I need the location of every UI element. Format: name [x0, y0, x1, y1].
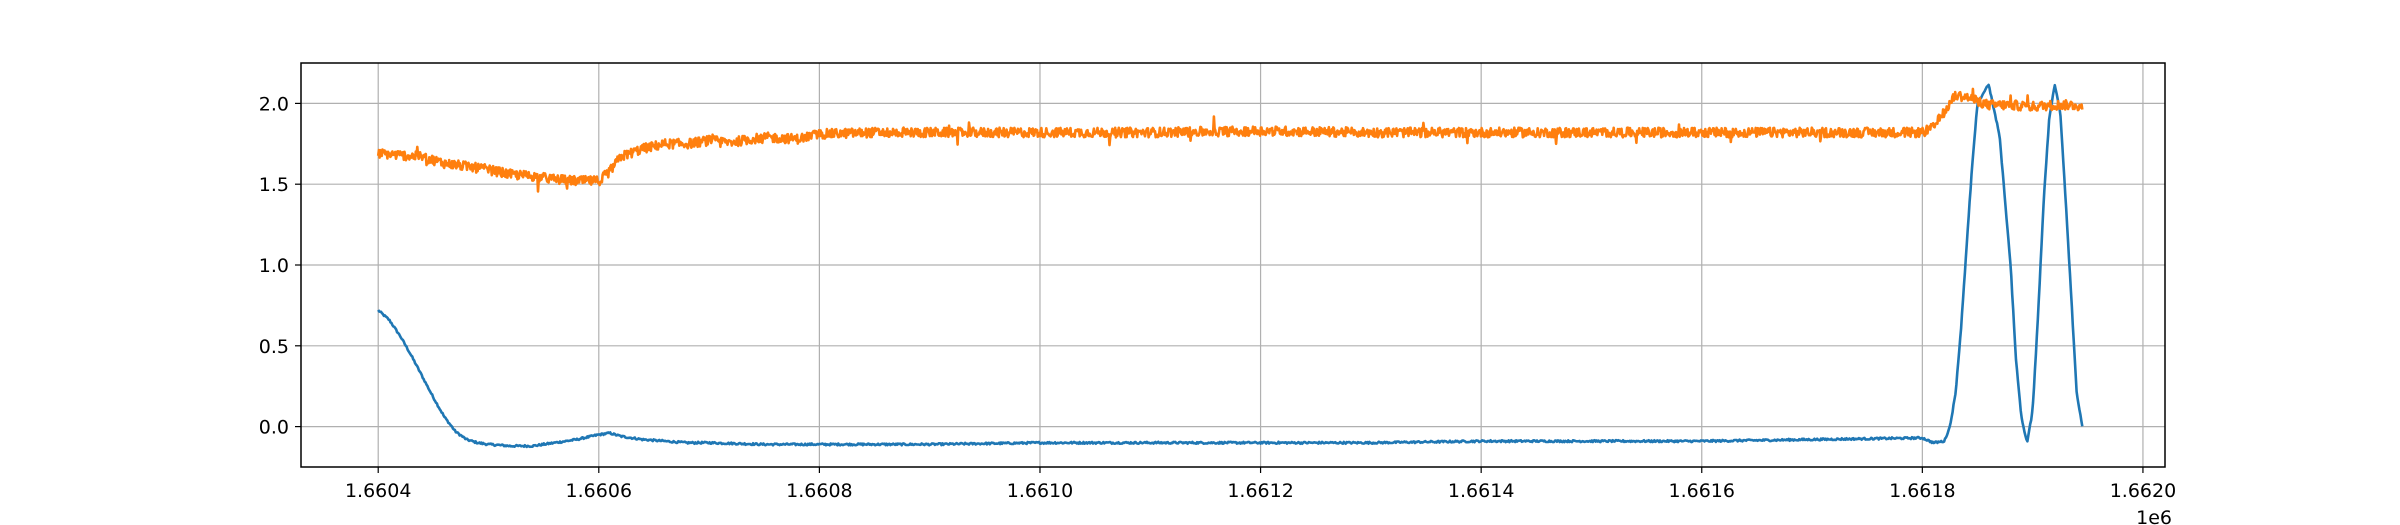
- y-tick-label: 0.0: [259, 417, 289, 439]
- x-tick-label: 1.6620: [2110, 480, 2176, 502]
- y-tick-label: 2.0: [259, 93, 289, 115]
- ticks: 1.6604 1.6606 1.6608 1.6610 1.6612 1.6614 1.66…: [259, 93, 2176, 502]
- x-tick-label: 1.6606: [566, 480, 632, 502]
- x-tick-label: 1.6618: [1889, 480, 1955, 502]
- x-tick-label: 1.6614: [1448, 480, 1514, 502]
- series-line-1: [377, 83, 2084, 449]
- series-line-2: [376, 87, 2084, 193]
- y-tick-label: 1.5: [259, 174, 289, 196]
- x-tick-label: 1.6610: [1007, 480, 1073, 502]
- x-tick-label: 1.6608: [786, 480, 852, 502]
- x-tick-label: 1.6616: [1669, 480, 1735, 502]
- series-layer: [376, 83, 2084, 449]
- x-axis-offset-label: 1e6: [2136, 507, 2172, 525]
- y-tick-label: 0.5: [259, 336, 289, 358]
- x-tick-label: 1.6612: [1227, 480, 1293, 502]
- y-tick-label: 1.0: [259, 255, 289, 277]
- x-tick-label: 1.6604: [345, 480, 411, 502]
